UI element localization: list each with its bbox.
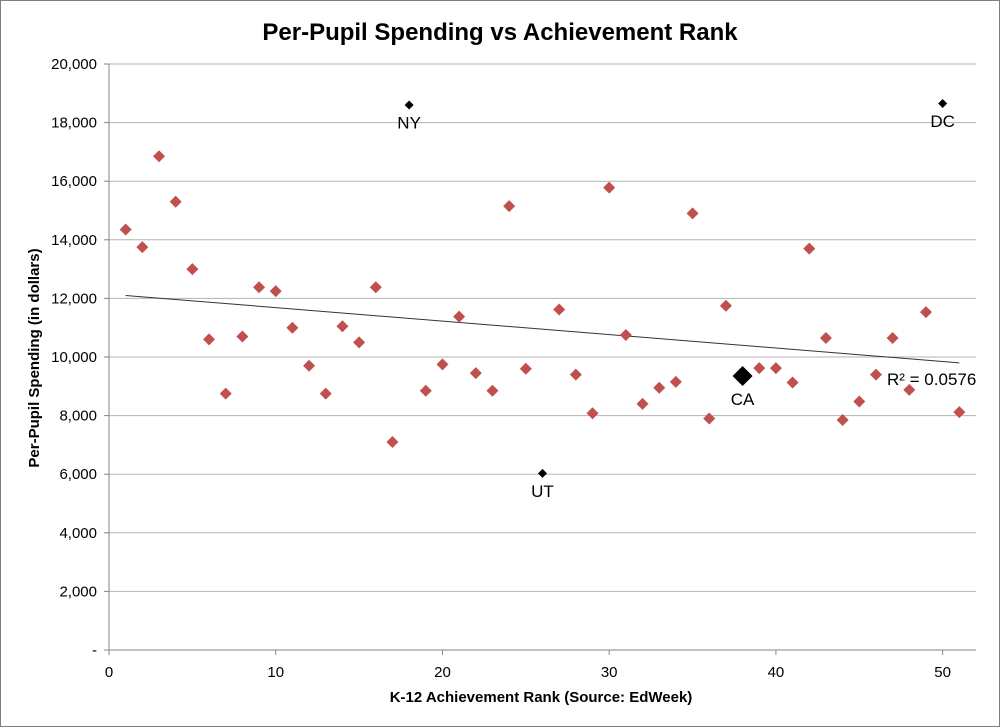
y-tick-label: 14,000 xyxy=(51,232,97,249)
x-tick-label: 40 xyxy=(768,664,785,681)
data-point xyxy=(586,407,599,420)
data-point xyxy=(703,412,716,425)
data-point xyxy=(136,241,149,254)
highlighted-points: NY DC UT CA xyxy=(397,99,955,501)
data-point xyxy=(419,384,432,397)
x-axis-title: K-12 Achievement Rank (Source: EdWeek) xyxy=(390,689,693,706)
data-point xyxy=(919,306,932,319)
data-point xyxy=(769,362,782,375)
data-point xyxy=(953,406,966,419)
data-point xyxy=(869,368,882,381)
data-point xyxy=(503,200,516,213)
data-point xyxy=(303,359,316,372)
data-point xyxy=(803,242,816,255)
data-points xyxy=(119,150,966,448)
highlight-label-ut: UT xyxy=(531,482,554,501)
y-tick-label: 2,000 xyxy=(59,583,97,600)
y-tick-label: 16,000 xyxy=(51,173,97,190)
y-tick-label: 12,000 xyxy=(51,290,97,307)
data-point xyxy=(369,281,382,294)
data-point xyxy=(119,223,132,236)
data-point xyxy=(903,383,916,396)
y-tick-label: 6,000 xyxy=(59,466,97,483)
x-tick-label: 0 xyxy=(105,664,113,681)
data-point xyxy=(336,320,349,333)
r-squared-label: R² = 0.0576 xyxy=(887,370,976,389)
y-tick-label: 10,000 xyxy=(51,349,97,366)
data-point xyxy=(386,435,399,448)
data-point xyxy=(669,375,682,388)
x-tick-label: 20 xyxy=(434,664,451,681)
data-point xyxy=(553,303,566,316)
data-point xyxy=(153,150,166,163)
data-point xyxy=(319,387,332,400)
data-point xyxy=(469,367,482,380)
highlight-label-ca: CA xyxy=(731,390,755,409)
data-point xyxy=(519,362,532,375)
data-point xyxy=(836,413,849,426)
gridlines xyxy=(109,63,976,592)
data-point xyxy=(886,331,899,344)
data-point xyxy=(819,331,832,344)
data-point xyxy=(753,362,766,375)
x-tick-label: 50 xyxy=(934,664,951,681)
y-tick-label: 8,000 xyxy=(59,408,97,425)
highlight-point-ny xyxy=(404,100,414,110)
data-point xyxy=(169,195,182,208)
data-point xyxy=(653,381,666,394)
data-point xyxy=(203,333,216,346)
y-tick-label: 20,000 xyxy=(51,56,97,73)
highlight-label-dc: DC xyxy=(930,112,955,131)
data-point xyxy=(486,384,499,397)
data-point xyxy=(686,207,699,220)
highlight-point-ut xyxy=(538,468,547,478)
data-point xyxy=(353,336,366,349)
y-tick-label: - xyxy=(92,642,97,659)
y-tick-label: 4,000 xyxy=(59,525,97,542)
axes: - 2,000 4,000 6,000 8,000 10,000 12,000 14,000 1… xyxy=(51,56,976,681)
data-point xyxy=(786,376,799,389)
y-axis-title: Per-Pupil Spending (in dollars) xyxy=(26,248,43,467)
x-tick-label: 10 xyxy=(267,664,284,681)
highlight-point-dc xyxy=(938,99,948,109)
data-point xyxy=(619,329,632,342)
data-point xyxy=(186,263,199,276)
x-tick-label: 30 xyxy=(601,664,618,681)
chart-title: Per-Pupil Spending vs Achievement Rank xyxy=(262,19,738,46)
data-point xyxy=(286,321,299,334)
data-point xyxy=(603,181,616,194)
data-point xyxy=(853,395,866,408)
data-point xyxy=(453,310,466,323)
data-point xyxy=(569,368,582,381)
highlight-point-ca xyxy=(732,366,753,387)
data-point xyxy=(636,397,649,410)
data-point xyxy=(436,358,449,371)
highlight-label-ny: NY xyxy=(397,114,421,133)
trendline xyxy=(125,294,960,364)
data-point xyxy=(219,387,232,400)
data-point xyxy=(236,330,249,343)
data-point xyxy=(269,285,282,298)
y-tick-label: 18,000 xyxy=(51,115,97,132)
data-point xyxy=(719,299,732,312)
data-point xyxy=(253,281,266,294)
trendline-layer xyxy=(125,294,960,364)
